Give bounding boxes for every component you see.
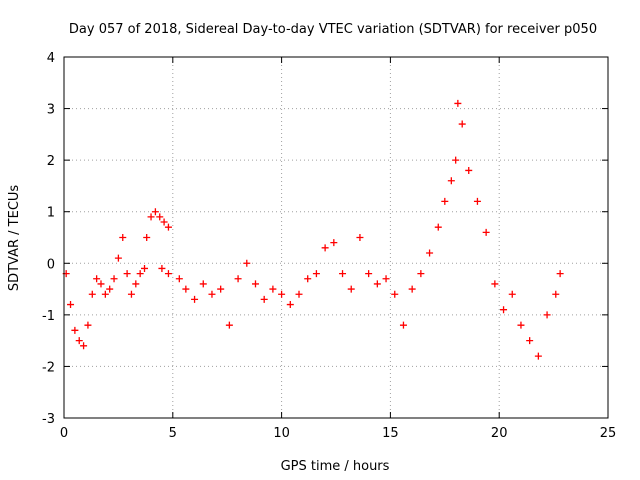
data-point bbox=[321, 244, 329, 252]
data-point bbox=[143, 234, 151, 241]
data-point bbox=[199, 280, 207, 288]
data-point bbox=[454, 99, 462, 107]
data-point bbox=[508, 290, 516, 298]
y-tick-label: 0 bbox=[47, 257, 55, 272]
data-point bbox=[491, 280, 499, 288]
y-tick-label: 3 bbox=[47, 103, 55, 118]
data-point bbox=[151, 208, 159, 216]
data-point bbox=[158, 264, 166, 272]
data-point bbox=[434, 223, 442, 231]
x-tick-label: 20 bbox=[491, 426, 508, 441]
data-point bbox=[243, 259, 251, 267]
data-point bbox=[447, 177, 455, 185]
data-point bbox=[295, 290, 303, 298]
data-point bbox=[164, 270, 172, 278]
data-point bbox=[339, 270, 347, 278]
data-point bbox=[164, 223, 172, 231]
data-point bbox=[141, 264, 149, 272]
data-point bbox=[286, 301, 294, 309]
data-point bbox=[119, 234, 127, 241]
data-point bbox=[208, 290, 216, 298]
data-point bbox=[123, 270, 131, 278]
data-point bbox=[84, 321, 92, 329]
data-point bbox=[365, 270, 373, 278]
data-point bbox=[526, 337, 534, 345]
data-point bbox=[106, 285, 114, 293]
x-tick-label: 15 bbox=[382, 426, 399, 441]
axis-ticks: 0 5 10 15 20 25 -3 -2 -1 0 1 2 3 4 bbox=[42, 51, 616, 441]
data-point bbox=[160, 218, 168, 226]
grid bbox=[64, 57, 608, 418]
data-point bbox=[408, 285, 416, 293]
data-point bbox=[278, 290, 286, 298]
data-point bbox=[417, 270, 425, 278]
data-point bbox=[93, 275, 101, 283]
data-point bbox=[101, 290, 109, 298]
data-point bbox=[347, 285, 355, 293]
data-point bbox=[71, 326, 79, 334]
data-point bbox=[534, 352, 542, 360]
data-point bbox=[356, 234, 364, 241]
data-point bbox=[136, 270, 144, 278]
plot-frame bbox=[63, 56, 609, 419]
data-point bbox=[556, 270, 564, 278]
data-point bbox=[260, 295, 268, 303]
data-point bbox=[312, 270, 320, 278]
data-point bbox=[473, 197, 481, 205]
x-tick-label: 5 bbox=[169, 426, 177, 441]
data-point bbox=[391, 290, 399, 298]
data-point bbox=[80, 342, 88, 350]
data-point bbox=[88, 290, 96, 298]
data-point bbox=[67, 301, 75, 309]
data-point bbox=[175, 275, 183, 283]
data-point bbox=[441, 197, 449, 205]
data-point bbox=[269, 285, 277, 293]
data-points bbox=[62, 99, 564, 360]
x-tick-label: 10 bbox=[273, 426, 290, 441]
data-point bbox=[251, 280, 259, 288]
data-point bbox=[399, 321, 407, 329]
data-point bbox=[465, 166, 473, 174]
data-point bbox=[97, 280, 105, 288]
data-point bbox=[304, 275, 312, 283]
data-point bbox=[182, 285, 190, 293]
data-point bbox=[127, 290, 135, 298]
chart-title: Day 057 of 2018, Sidereal Day-to-day VTE… bbox=[69, 22, 597, 37]
data-point bbox=[482, 228, 490, 236]
y-tick-label: -1 bbox=[42, 309, 55, 324]
y-tick-label: 1 bbox=[47, 206, 55, 221]
data-point bbox=[132, 280, 140, 288]
data-point bbox=[225, 321, 233, 329]
data-point bbox=[500, 306, 508, 314]
data-point bbox=[147, 213, 155, 221]
data-point bbox=[110, 275, 118, 283]
data-point bbox=[234, 275, 242, 283]
y-axis-label: SDTVAR / TECUs bbox=[7, 185, 22, 292]
data-point bbox=[330, 239, 338, 247]
data-point bbox=[114, 254, 122, 262]
y-tick-label: -3 bbox=[42, 412, 55, 427]
data-point bbox=[426, 249, 434, 257]
data-point bbox=[452, 156, 460, 164]
data-point bbox=[156, 213, 164, 221]
data-point bbox=[217, 285, 225, 293]
y-tick-label: 2 bbox=[47, 154, 55, 169]
y-tick-label: 4 bbox=[47, 51, 55, 66]
y-tick-label: -2 bbox=[42, 360, 55, 375]
data-point bbox=[382, 275, 390, 283]
x-tick-label: 25 bbox=[600, 426, 617, 441]
data-point bbox=[517, 321, 525, 329]
data-point bbox=[543, 311, 551, 319]
data-point bbox=[552, 290, 560, 298]
x-axis-label: GPS time / hours bbox=[281, 459, 390, 474]
data-point bbox=[75, 337, 83, 345]
data-point bbox=[191, 295, 199, 303]
data-point bbox=[373, 280, 381, 288]
data-point bbox=[458, 120, 466, 128]
x-tick-label: 0 bbox=[60, 426, 68, 441]
